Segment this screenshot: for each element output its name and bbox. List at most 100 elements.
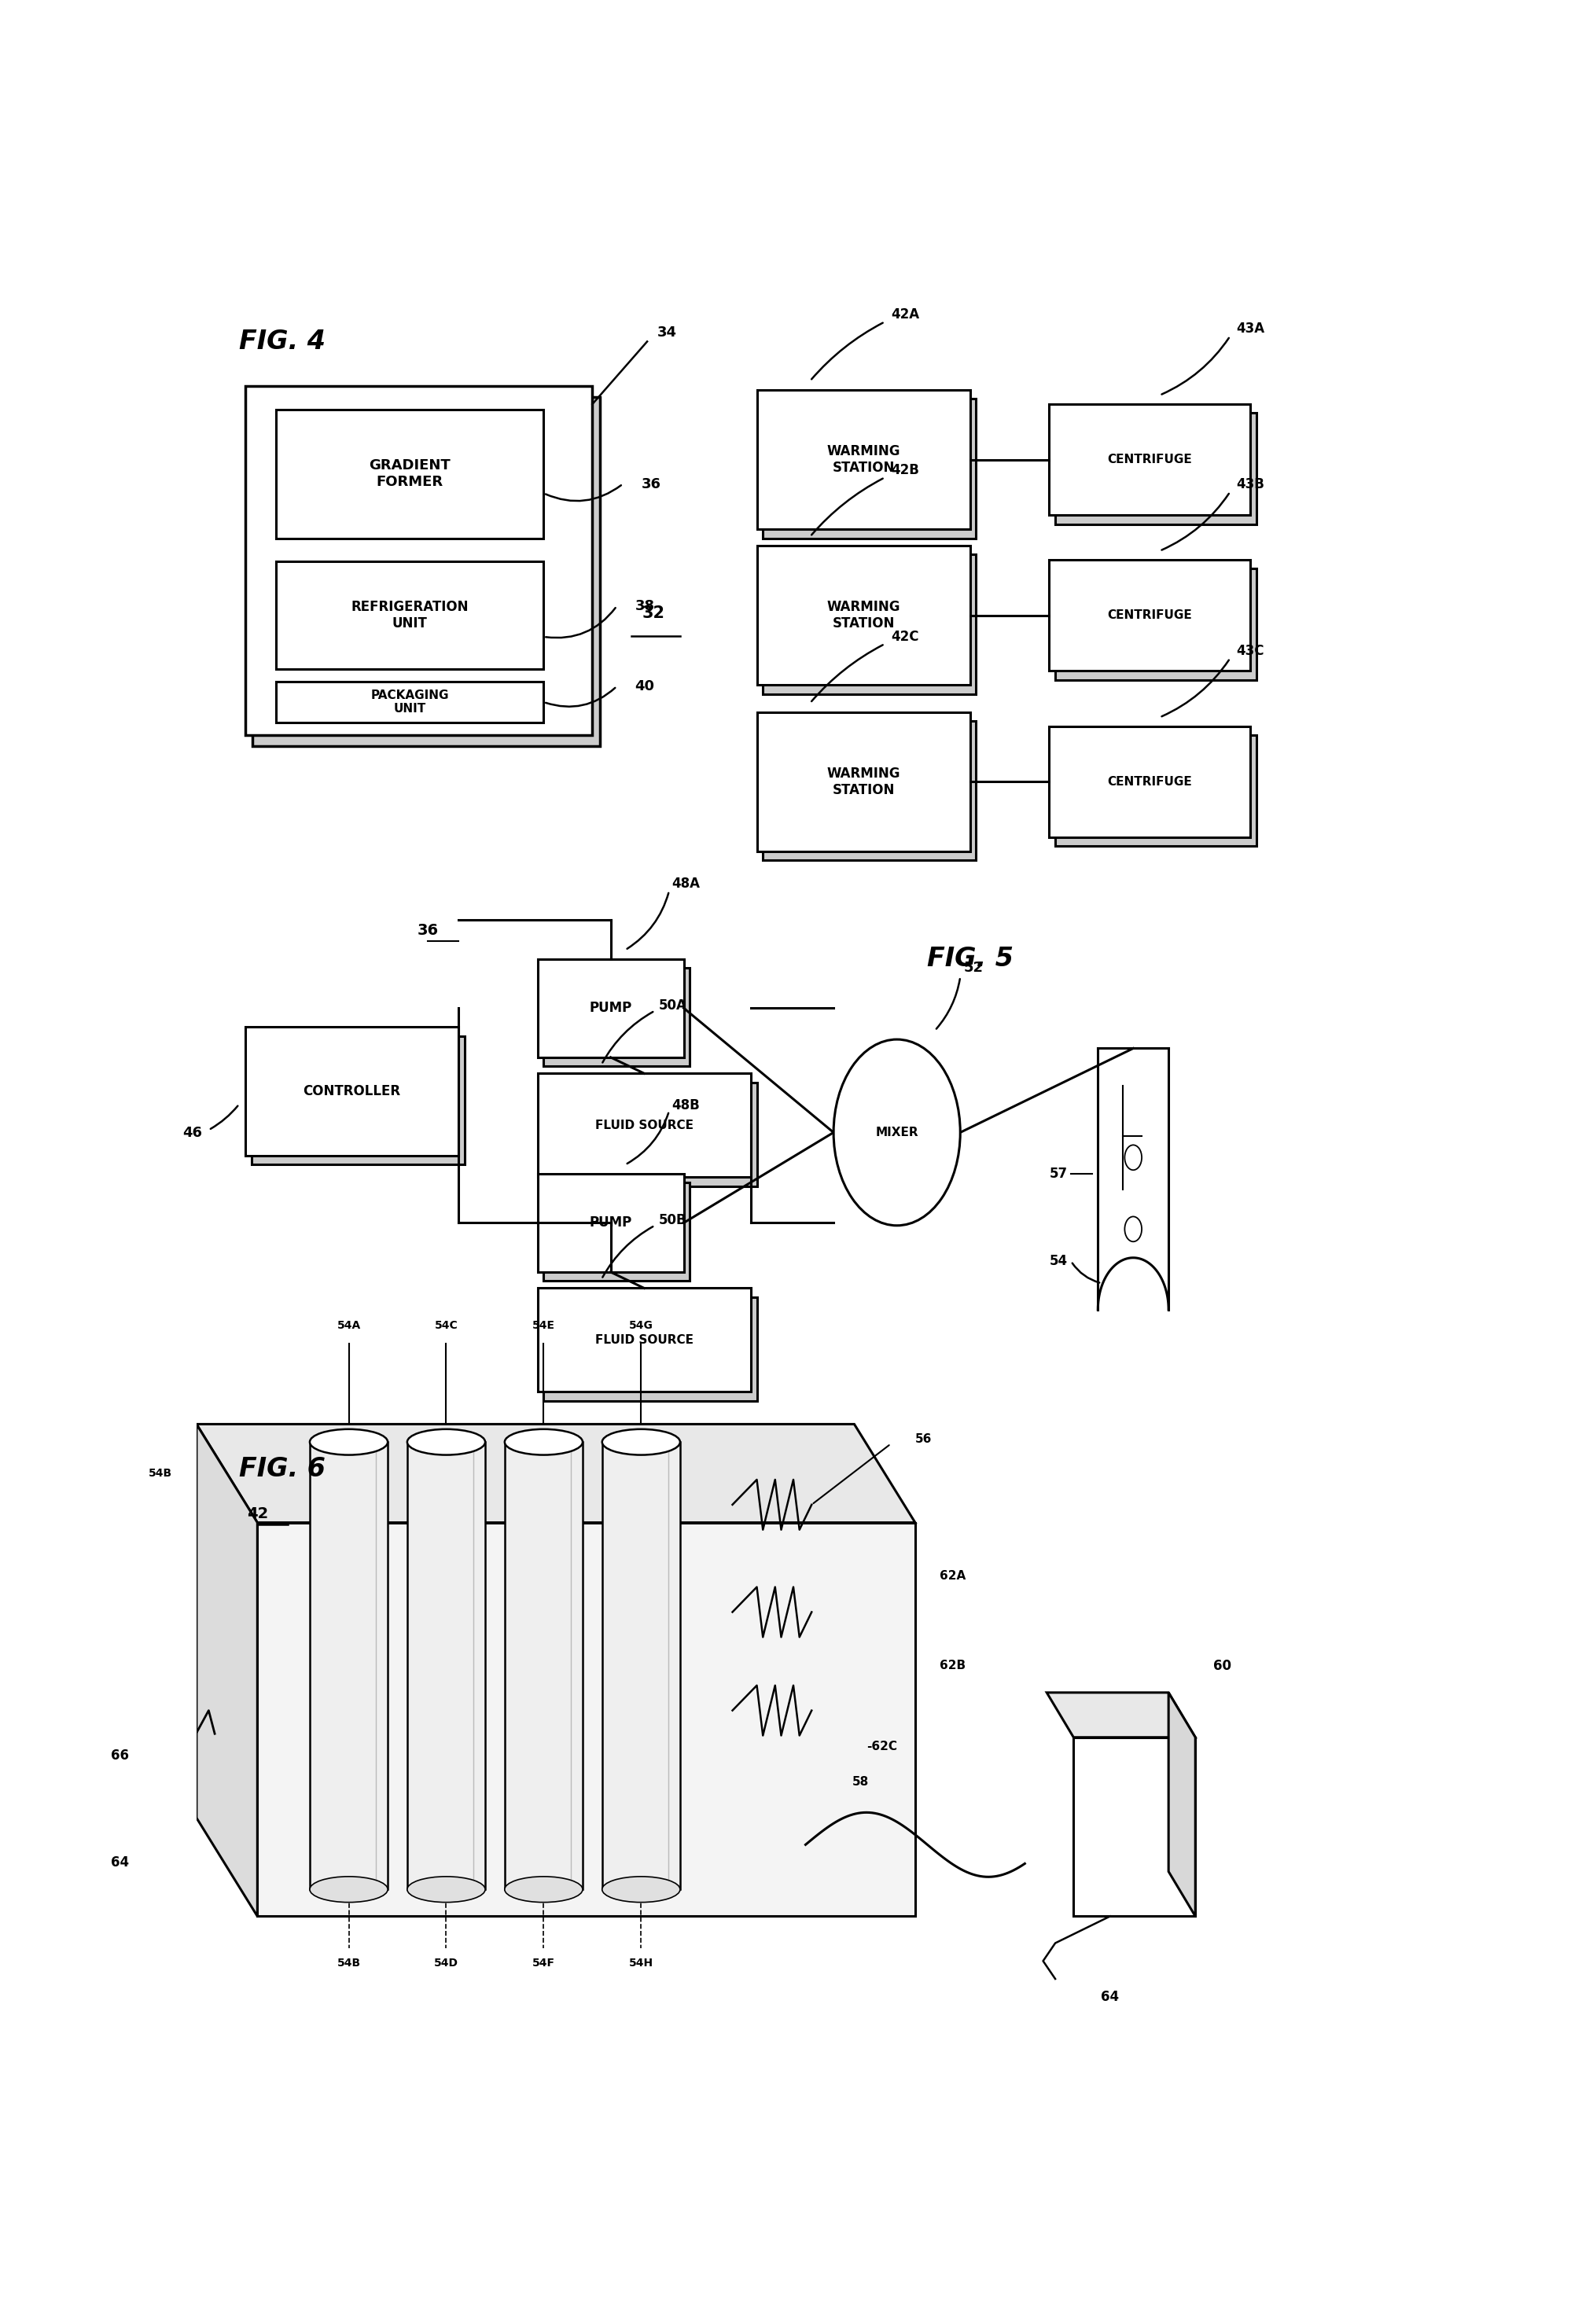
Text: 40: 40 [635, 679, 655, 693]
Bar [1049, 404, 1249, 516]
Text: FLUID SOURCE: FLUID SOURCE [595, 1120, 693, 1132]
Text: 48A: 48A [672, 876, 701, 890]
Bar [757, 546, 969, 686]
Text: 54A: 54A [336, 1320, 360, 1332]
Text: 50A: 50A [658, 999, 687, 1013]
Bar [1054, 569, 1255, 679]
Bar [245, 1027, 459, 1155]
Polygon shape [196, 1425, 258, 1917]
Bar [245, 386, 592, 734]
Text: 46: 46 [182, 1125, 203, 1139]
Bar [537, 1174, 683, 1271]
Polygon shape [602, 1441, 680, 1889]
Bar [1073, 1738, 1194, 1917]
Polygon shape [196, 1425, 914, 1522]
Ellipse shape [504, 1429, 583, 1455]
Bar [544, 1297, 757, 1401]
Text: WARMING
STATION: WARMING STATION [826, 767, 900, 797]
Text: 36: 36 [416, 923, 438, 937]
Text: 54B: 54B [336, 1957, 360, 1968]
Text: 54F: 54F [533, 1957, 555, 1968]
Text: 66: 66 [112, 1748, 129, 1762]
Text: 54G: 54G [628, 1320, 654, 1332]
Text: CENTRIFUGE: CENTRIFUGE [1106, 776, 1191, 788]
Text: 54D: 54D [434, 1957, 459, 1968]
Text: CENTRIFUGE: CENTRIFUGE [1106, 609, 1191, 621]
Text: 56: 56 [914, 1434, 932, 1446]
Text: FIG. 4: FIG. 4 [239, 328, 325, 356]
Bar [544, 967, 690, 1067]
Bar [537, 1074, 751, 1178]
Bar [251, 1037, 463, 1164]
Bar [275, 409, 544, 539]
Text: 57: 57 [1049, 1167, 1067, 1181]
Polygon shape [309, 1441, 388, 1889]
Ellipse shape [602, 1875, 680, 1903]
Text: REFRIGERATION
UNIT: REFRIGERATION UNIT [350, 600, 468, 630]
Text: FIG. 5: FIG. 5 [927, 946, 1013, 971]
Bar [275, 562, 544, 669]
Text: PUMP: PUMP [589, 1215, 632, 1229]
Text: 54C: 54C [434, 1320, 457, 1332]
Text: 38: 38 [635, 600, 655, 614]
Ellipse shape [504, 1875, 583, 1903]
Text: 52: 52 [963, 960, 982, 974]
Text: MIXER: MIXER [875, 1127, 917, 1139]
Text: -62C: -62C [866, 1741, 897, 1752]
Text: WARMING
STATION: WARMING STATION [826, 444, 900, 474]
Polygon shape [1167, 1692, 1196, 1917]
Text: 43A: 43A [1235, 323, 1263, 337]
Text: 62B: 62B [939, 1659, 965, 1671]
Bar [1054, 734, 1255, 846]
Text: 48B: 48B [672, 1099, 699, 1113]
Ellipse shape [309, 1875, 388, 1903]
Bar [537, 960, 683, 1057]
Bar [281, 418, 550, 546]
Bar [253, 397, 600, 746]
Bar [1054, 414, 1255, 523]
Bar [281, 572, 550, 679]
Text: WARMING
STATION: WARMING STATION [826, 600, 900, 630]
Text: 54H: 54H [628, 1957, 654, 1968]
Text: 36: 36 [641, 476, 660, 490]
Text: FIG. 6: FIG. 6 [239, 1455, 325, 1483]
Text: 43C: 43C [1235, 644, 1263, 658]
Bar [1049, 725, 1249, 837]
Bar [762, 555, 976, 695]
Text: CENTRIFUGE: CENTRIFUGE [1106, 453, 1191, 465]
Polygon shape [407, 1441, 485, 1889]
Bar [544, 1083, 757, 1185]
Bar [762, 720, 976, 860]
Text: 43B: 43B [1235, 479, 1263, 493]
Text: 34: 34 [657, 325, 676, 339]
Text: 32: 32 [641, 604, 665, 621]
Text: 42C: 42C [891, 630, 919, 644]
Bar [275, 681, 544, 723]
Text: 42A: 42A [891, 307, 919, 321]
Polygon shape [1046, 1692, 1196, 1738]
Ellipse shape [602, 1429, 680, 1455]
Bar [544, 1183, 690, 1281]
Text: GRADIENT
FORMER: GRADIENT FORMER [369, 458, 451, 488]
Ellipse shape [407, 1429, 485, 1455]
Text: 54B: 54B [148, 1469, 173, 1478]
Bar [537, 1287, 751, 1392]
Polygon shape [258, 1522, 914, 1917]
Ellipse shape [407, 1875, 485, 1903]
Bar [757, 390, 969, 530]
Text: 58: 58 [851, 1776, 869, 1787]
Text: 60: 60 [1213, 1659, 1232, 1673]
Text: 54E: 54E [533, 1320, 555, 1332]
Text: PUMP: PUMP [589, 1002, 632, 1016]
Bar [757, 711, 969, 851]
Bar [1049, 560, 1249, 672]
Text: 64: 64 [112, 1855, 129, 1868]
Bar [281, 690, 550, 732]
Text: 42B: 42B [891, 462, 919, 476]
Ellipse shape [309, 1429, 388, 1455]
Text: PACKAGING
UNIT: PACKAGING UNIT [371, 690, 449, 716]
Text: FLUID SOURCE: FLUID SOURCE [595, 1334, 693, 1346]
Text: 54: 54 [1049, 1255, 1067, 1269]
Text: 62A: 62A [939, 1571, 965, 1583]
Text: 42: 42 [247, 1506, 269, 1522]
